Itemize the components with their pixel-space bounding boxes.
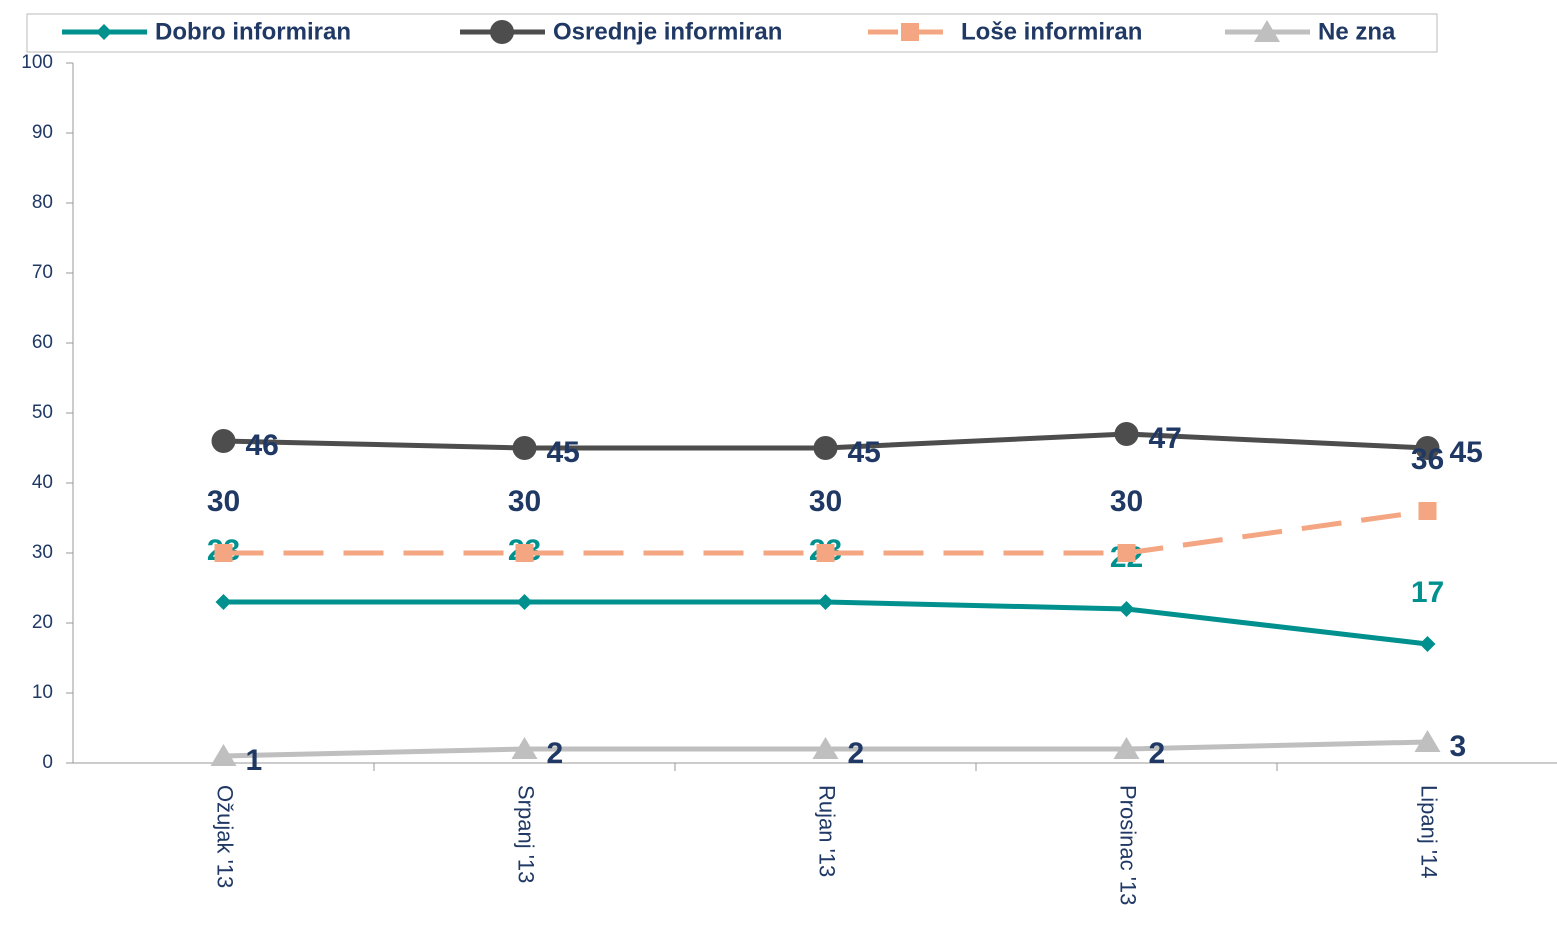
- marker: [490, 20, 514, 44]
- marker: [817, 594, 834, 610]
- marker: [516, 594, 533, 610]
- marker: [511, 737, 538, 759]
- data-label: 3: [1450, 730, 1467, 763]
- marker: [1118, 601, 1135, 617]
- marker: [812, 737, 839, 759]
- y-tick-label: 80: [32, 192, 53, 213]
- marker: [512, 436, 537, 460]
- marker: [1114, 422, 1139, 446]
- data-label: 30: [1110, 485, 1143, 518]
- legend-label: Ne zna: [1318, 18, 1396, 45]
- y-tick-label: 90: [32, 122, 53, 143]
- data-label: 1: [246, 744, 263, 777]
- data-label: 2: [1149, 737, 1166, 770]
- marker: [1254, 20, 1280, 42]
- data-label: 30: [809, 485, 842, 518]
- y-tick-label: 30: [32, 542, 53, 563]
- marker: [515, 544, 534, 562]
- marker: [1117, 544, 1136, 562]
- marker: [813, 436, 838, 460]
- x-tick-label: Lipanj '14: [1417, 785, 1442, 879]
- x-tick-label: Prosinac '13: [1116, 785, 1141, 905]
- data-label: 2: [547, 737, 564, 770]
- marker: [816, 544, 835, 562]
- data-label: 36: [1411, 443, 1444, 476]
- marker: [1419, 636, 1436, 652]
- data-label: 45: [848, 436, 881, 469]
- data-label: 46: [246, 429, 279, 462]
- marker: [211, 429, 236, 453]
- marker: [215, 594, 232, 610]
- y-tick-label: 20: [32, 612, 53, 633]
- legend-box: [26, 13, 1438, 53]
- data-label: 17: [1411, 576, 1444, 609]
- marker: [1414, 730, 1441, 752]
- marker: [901, 23, 919, 41]
- y-tick-label: 100: [21, 52, 53, 73]
- x-tick-label: Rujan '13: [815, 785, 840, 877]
- legend-label: Dobro informiran: [155, 18, 351, 45]
- data-label: 30: [207, 485, 240, 518]
- marker: [1113, 737, 1140, 759]
- data-label: 45: [1450, 436, 1483, 469]
- y-tick-label: 40: [32, 472, 53, 493]
- marker: [96, 24, 112, 40]
- y-tick-label: 10: [32, 682, 53, 703]
- marker: [210, 744, 237, 766]
- y-tick-label: 70: [32, 262, 53, 283]
- marker: [1415, 436, 1440, 460]
- data-label: 2: [848, 737, 865, 770]
- data-label: 47: [1149, 422, 1182, 455]
- y-tick-label: 60: [32, 332, 53, 353]
- x-tick-label: Srpanj '13: [514, 785, 539, 883]
- y-tick-label: 50: [32, 402, 53, 423]
- marker: [1418, 502, 1437, 520]
- marker: [214, 544, 233, 562]
- data-label: 45: [547, 436, 580, 469]
- x-tick-label: Ožujak '13: [213, 785, 238, 888]
- y-tick-label: 0: [42, 752, 53, 773]
- legend-label: Osrednje informiran: [553, 18, 782, 45]
- legend-label: Loše informiran: [961, 18, 1142, 45]
- data-label: 30: [508, 485, 541, 518]
